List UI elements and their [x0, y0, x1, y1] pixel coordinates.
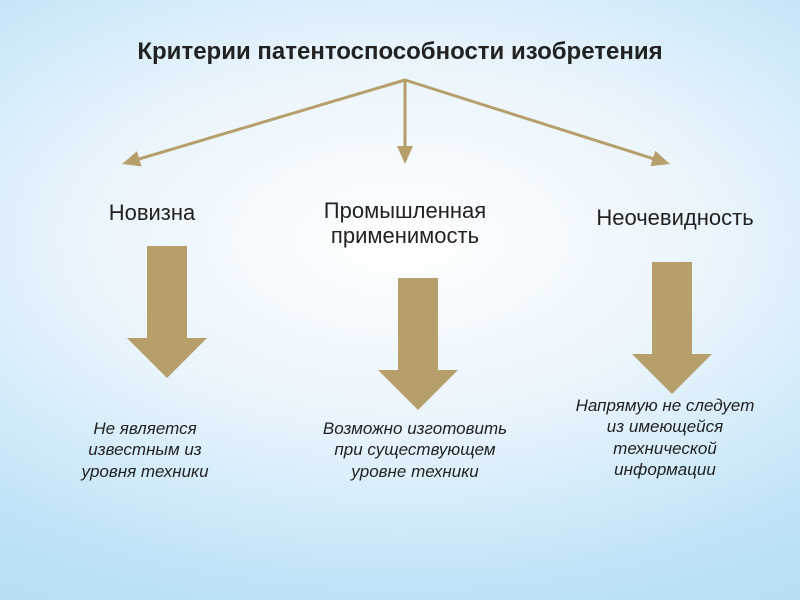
criterion-industrial-applicability: Промышленная применимость	[290, 198, 520, 249]
criterion-novelty: Новизна	[82, 200, 222, 225]
description-industrial: Возможно изготовить при существующем уро…	[320, 418, 510, 482]
description-novelty: Не является известным из уровня техники	[60, 418, 230, 482]
criterion-nonobviousness: Неочевидность	[575, 205, 775, 230]
down-arrow-nonobviousness	[632, 262, 712, 394]
down-arrow-industrial	[378, 278, 458, 410]
diagram-title: Критерии патентоспособности изобретения	[0, 38, 800, 66]
description-nonobviousness: Напрямую не следует из имеющейся техниче…	[575, 395, 755, 480]
branch-arrows	[0, 76, 800, 196]
down-arrow-novelty	[127, 246, 207, 378]
